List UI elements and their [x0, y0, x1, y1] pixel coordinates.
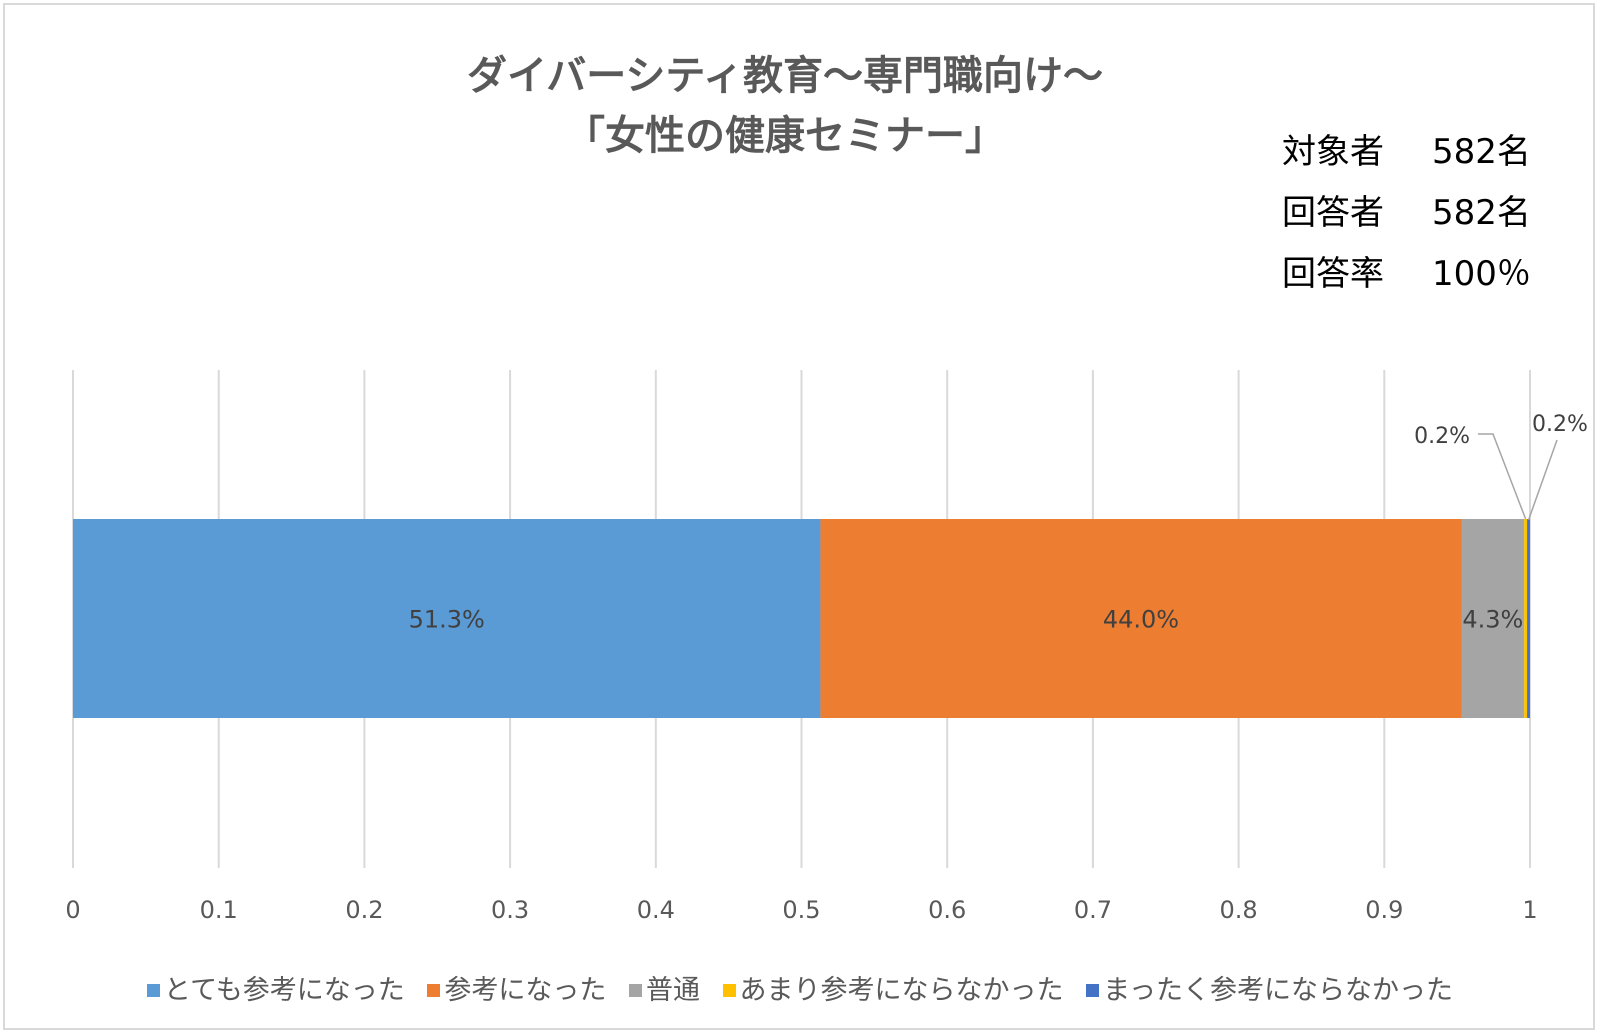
stat-response-rate: 回答率 100％ — [1282, 254, 1531, 294]
data-label: 0.2% — [1532, 412, 1588, 437]
legend-label: まったく参考にならなかった — [1103, 975, 1454, 1006]
x-tick-label: 0.6 — [928, 896, 966, 924]
x-tick-label: 0.1 — [200, 896, 238, 924]
x-tick-label: 0.4 — [637, 896, 675, 924]
data-label: 0.2% — [1414, 424, 1470, 449]
leader-line — [1527, 439, 1558, 521]
chart-frame — [3, 3, 1595, 1030]
bar-segment — [1461, 519, 1525, 718]
legend-swatch — [628, 984, 642, 997]
bar-segment — [820, 519, 1462, 718]
legend-item-neutral: 普通 — [628, 968, 700, 1007]
legend-label: とても参考になった — [163, 975, 405, 1006]
stat-target-key: 対象者 — [1282, 132, 1384, 172]
legend-item-not-helpful-at-all: まったく参考にならなかった — [1086, 968, 1453, 1007]
stat-target-value: 582名 — [1432, 132, 1531, 172]
x-tick-label: 0.7 — [1074, 896, 1112, 924]
legend-label: 参考になった — [444, 975, 607, 1006]
bar-segment — [1524, 519, 1528, 718]
data-label: 44.0% — [1103, 606, 1179, 634]
stat-response-rate-key: 回答率 — [1282, 254, 1384, 294]
chart-title-line1: ダイバーシティ教育～専門職向け～ — [467, 53, 1103, 99]
x-tick-label: 0.8 — [1220, 896, 1258, 924]
x-tick-label: 0.5 — [782, 896, 820, 924]
x-tick-label: 1 — [1522, 896, 1537, 924]
legend-label: あまり参考にならなかった — [739, 975, 1064, 1006]
stat-response-rate-value: 100％ — [1432, 254, 1531, 294]
x-tick-label: 0 — [65, 896, 80, 924]
legend-item-very-helpful: とても参考になった — [146, 968, 405, 1007]
bar-segment — [1527, 519, 1530, 718]
leader-line — [1478, 433, 1527, 520]
legend-swatch — [146, 984, 160, 997]
stat-respondents: 回答者 582名 — [1282, 193, 1531, 233]
data-label: 51.3% — [409, 606, 485, 634]
stat-respondents-key: 回答者 — [1282, 193, 1384, 233]
bar-segment — [73, 519, 821, 718]
x-tick-label: 0.9 — [1365, 896, 1403, 924]
stat-respondents-value: 582名 — [1432, 193, 1531, 233]
data-label: 4.3% — [1462, 606, 1523, 634]
legend-swatch — [427, 984, 441, 997]
chart-legend: とても参考になった 参考になった 普通 あまり参考にならなかった まったく参考に… — [0, 968, 1600, 1007]
stat-target: 対象者 582名 — [1282, 132, 1531, 172]
x-tick-label: 0.3 — [491, 896, 529, 924]
legend-swatch — [722, 984, 736, 997]
legend-item-not-very-helpful: あまり参考にならなかった — [722, 968, 1064, 1007]
chart-title-line2: 「女性の健康セミナー」 — [565, 113, 1005, 159]
legend-item-helpful: 参考になった — [427, 968, 606, 1007]
legend-swatch — [1086, 984, 1100, 997]
x-tick-label: 0.2 — [345, 896, 383, 924]
legend-label: 普通 — [645, 975, 700, 1006]
